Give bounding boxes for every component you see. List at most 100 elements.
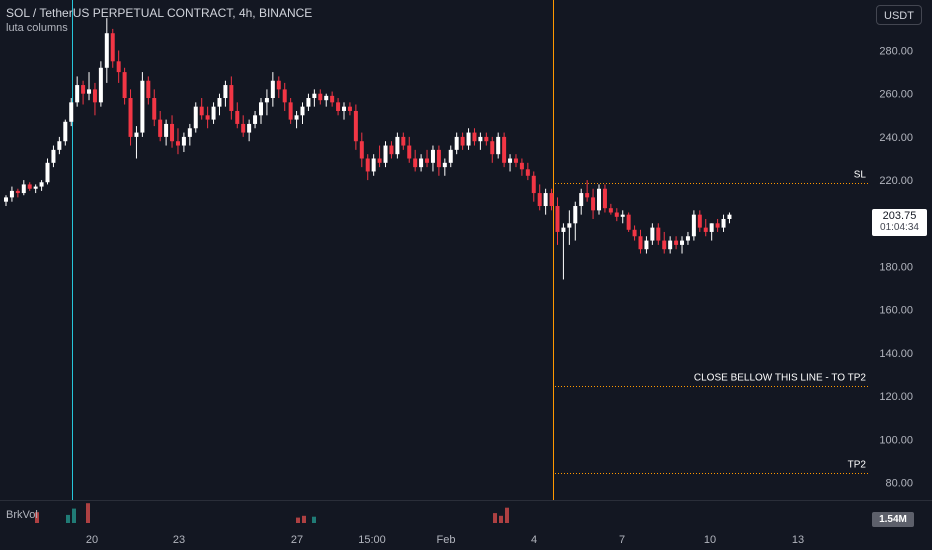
candle [57, 136, 62, 155]
y-tick-label: 280.00 [879, 46, 913, 58]
candle-body [353, 110, 358, 142]
candle [39, 180, 44, 191]
candle [442, 158, 447, 176]
candle-body [371, 158, 376, 172]
currency-button[interactable]: USDT [876, 5, 922, 25]
candle-body [413, 158, 418, 168]
candle [585, 180, 590, 202]
candle [51, 145, 56, 168]
candle-body [235, 110, 240, 124]
x-tick-label: 10 [704, 534, 716, 546]
candle-body [442, 162, 447, 168]
candle-body [336, 102, 341, 111]
candle-body [63, 121, 68, 142]
candle [347, 102, 352, 116]
candle-body [525, 169, 530, 176]
candle-body [164, 123, 169, 137]
candle [662, 231, 667, 254]
candle-body [632, 229, 637, 237]
candle-body [490, 141, 495, 155]
candle [502, 132, 507, 168]
candle [336, 98, 341, 116]
candle [727, 212, 732, 224]
candle [330, 91, 335, 107]
candle [110, 28, 115, 68]
indicator-label[interactable]: luta columns [6, 22, 68, 34]
volume-bar [302, 515, 306, 523]
candle-body [253, 115, 258, 124]
candle [519, 158, 524, 176]
candle-body [81, 85, 86, 94]
y-tick-label: 160.00 [879, 305, 913, 317]
candle-body [288, 102, 293, 120]
candle-body [709, 223, 714, 232]
candle-body [4, 197, 8, 202]
candle-body [33, 186, 38, 189]
candle [407, 136, 412, 163]
candle [193, 102, 198, 133]
candle-body [407, 145, 412, 159]
x-tick-label: 7 [619, 534, 625, 546]
x-tick-label: 15:00 [358, 534, 386, 546]
candle [9, 186, 14, 202]
volume-bar [312, 516, 316, 523]
candle-body [543, 193, 548, 207]
candle [721, 214, 726, 232]
candle-body [662, 240, 667, 250]
candle-body [401, 136, 406, 146]
candle-body [448, 149, 453, 163]
last-price: 203.75 [882, 210, 917, 222]
candle [4, 195, 8, 207]
candle [691, 210, 696, 241]
candle [294, 110, 299, 129]
candle-body [342, 106, 347, 111]
x-tick-label: Feb [437, 534, 456, 546]
candle [140, 72, 145, 137]
candle [282, 82, 287, 111]
candle [253, 110, 258, 129]
candle-body [579, 193, 584, 207]
candle-body [229, 85, 234, 111]
candle-body [650, 227, 655, 241]
candle-body [39, 182, 44, 187]
candle-body [359, 141, 364, 159]
candle [33, 184, 38, 194]
candle [638, 229, 643, 254]
candle-body [478, 136, 483, 142]
candle-body [9, 190, 14, 198]
y-tick-label: 120.00 [879, 391, 913, 403]
candle-body [567, 223, 572, 228]
candle [436, 145, 441, 176]
candle [258, 98, 263, 124]
candle-body [217, 98, 222, 107]
candle-body [513, 158, 518, 163]
candle [709, 223, 714, 241]
candle-body [318, 93, 323, 101]
volume-bar [505, 507, 509, 523]
candle [395, 132, 400, 159]
candle-body [436, 149, 441, 168]
candle [685, 231, 690, 245]
candle [181, 132, 186, 153]
candle [164, 119, 169, 146]
candle-body [152, 98, 157, 120]
candle [21, 180, 26, 196]
candle [608, 203, 613, 215]
candle [454, 132, 459, 155]
candle-body [324, 95, 329, 101]
candle [597, 184, 601, 215]
candle-body [146, 80, 151, 99]
candle [472, 128, 477, 146]
candle [389, 141, 394, 159]
candle [703, 218, 708, 237]
candle-body [294, 115, 299, 120]
x-tick-label: 20 [86, 534, 98, 546]
candle [543, 188, 548, 215]
candle [223, 80, 228, 107]
candle [318, 89, 323, 105]
candle-body [555, 206, 560, 232]
candle-body [537, 193, 542, 207]
candle [419, 154, 424, 172]
